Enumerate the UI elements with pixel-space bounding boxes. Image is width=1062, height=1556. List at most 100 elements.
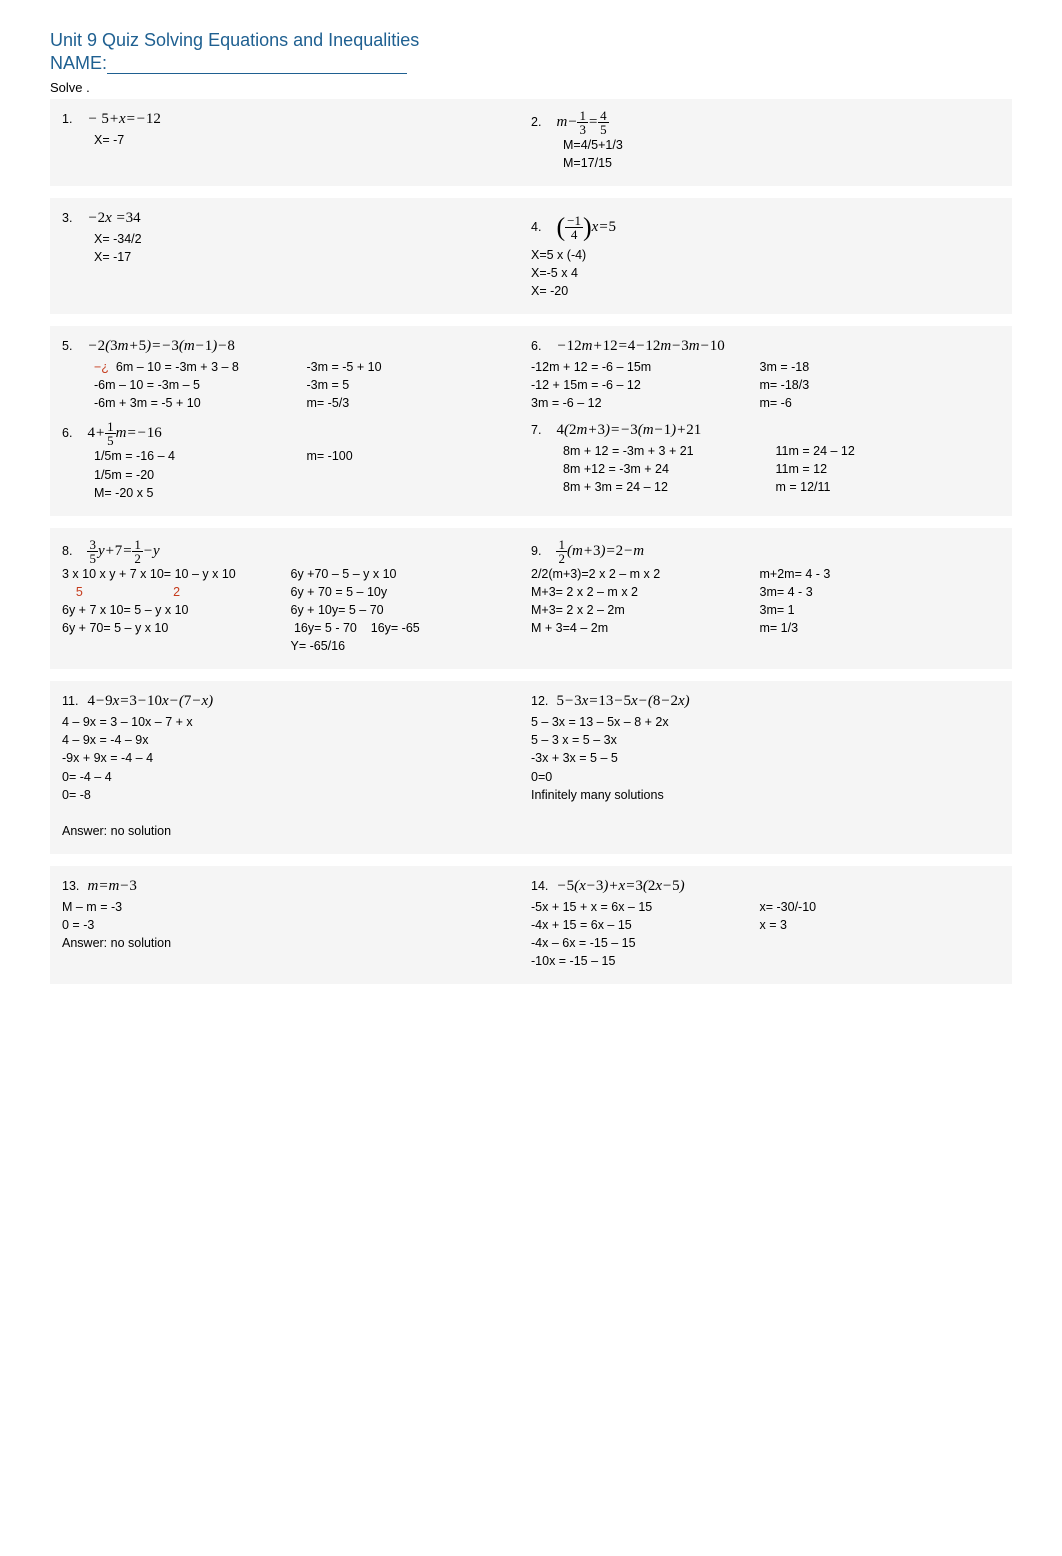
- equation: − 5+x=−12: [87, 111, 160, 127]
- equation: 4+15m=−16: [87, 425, 161, 441]
- problem-header: 6. 4+15m=−16: [62, 420, 519, 447]
- name-underline: [107, 60, 407, 74]
- work-line: -9x + 9x = -4 – 4: [62, 749, 519, 767]
- work-line: 6y +70 – 5 – y x 10: [291, 565, 520, 583]
- problem-number: 9.: [531, 542, 553, 560]
- equation: 35y+7=12−y: [87, 543, 159, 559]
- work-line: 16y= 5 - 70 16y= -65: [291, 619, 520, 637]
- problem-header: 11. 4−9x=3−10x−(7−x): [62, 691, 519, 713]
- work-line: -6m + 3m = -5 + 10: [94, 394, 307, 412]
- problem-number: 5.: [62, 337, 84, 355]
- problem-number: 6.: [62, 424, 84, 442]
- work-line: m= 1/3: [760, 619, 989, 637]
- problem-number: 7.: [531, 421, 553, 439]
- equation: 5−3x=13−5x−(8−2x): [556, 693, 689, 709]
- equation: −12m+12=4−12m−3m−10: [556, 338, 724, 354]
- work-line: 11m = 12: [776, 460, 989, 478]
- work-line: −¿ 6m – 10 = -3m + 3 – 8: [94, 358, 307, 376]
- work-line: m= -5/3: [307, 394, 520, 412]
- problem-header: 6. −12m+12=4−12m−3m−10: [531, 336, 988, 358]
- problem-number: 14.: [531, 877, 553, 895]
- equation: m=m−3: [87, 878, 136, 894]
- work-line: m= -100: [307, 447, 520, 465]
- equation: 4(2m+3)=−3(m−1)+21: [556, 422, 701, 438]
- work-line: 4 – 9x = 3 – 10x – 7 + x: [62, 713, 519, 731]
- problem-row: 13. m=m−3M – m = -30 = -3Answer: no solu…: [50, 866, 1012, 984]
- work-line: 3m = -18: [760, 358, 989, 376]
- problem-header: 12. 5−3x=13−5x−(8−2x): [531, 691, 988, 713]
- problem-row: 8. 35y+7=12−y3 x 10 x y + 7 x 10= 10 – y…: [50, 528, 1012, 670]
- work-line: 0= -8: [62, 786, 519, 804]
- equation: 12(m+3)=2−m: [556, 543, 644, 559]
- work-line: M – m = -3: [62, 898, 519, 916]
- problem-number: 4.: [531, 218, 553, 236]
- problem-header: 1. − 5+x=−12: [62, 109, 519, 131]
- work-line: -3m = -5 + 10: [307, 358, 520, 376]
- work-line: M+3= 2 x 2 – 2m: [531, 601, 760, 619]
- work-line: -3x + 3x = 5 – 5: [531, 749, 988, 767]
- problem-cell: 14. −5(x−3)+x=3(2x−5)-5x + 15 + x = 6x –…: [531, 876, 1000, 970]
- problem-number: 3.: [62, 209, 84, 227]
- work-line: -3m = 5: [307, 376, 520, 394]
- work-line: 5 – 3 x = 5 – 3x: [531, 731, 988, 749]
- problem-number: 11.: [62, 692, 84, 710]
- work-line: 8m + 3m = 24 – 12: [563, 478, 776, 496]
- problem-cell: 5. −2(3m+5)=−3(m−1)−8−¿ 6m – 10 = -3m + …: [62, 336, 531, 502]
- work-line: X= -7: [94, 131, 519, 149]
- problem-cell: 12. 5−3x=13−5x−(8−2x)5 – 3x = 13 – 5x – …: [531, 691, 1000, 840]
- work-line: m = 12/11: [776, 478, 989, 496]
- problem-number: 8.: [62, 542, 84, 560]
- problem-cell: 1. − 5+x=−12X= -7: [62, 109, 531, 172]
- solve-label: Solve .: [50, 80, 1012, 95]
- work-line: 8m + 12 = -3m + 3 + 21: [563, 442, 776, 460]
- work-line: 1/5m = -20: [94, 466, 307, 484]
- problem-header: 14. −5(x−3)+x=3(2x−5): [531, 876, 988, 898]
- work-line: Answer: no solution: [62, 822, 519, 840]
- page-title: Unit 9 Quiz Solving Equations and Inequa…: [50, 30, 1012, 51]
- work-line: 11m = 24 – 12: [776, 442, 989, 460]
- problem-header: 9. 12(m+3)=2−m: [531, 538, 988, 565]
- problem-number: 2.: [531, 113, 553, 131]
- work-line: X= -34/2: [94, 230, 519, 248]
- problem-cell: 3. −2x =34 X= -34/2X= -17: [62, 208, 531, 300]
- problem-cell: 6. −12m+12=4−12m−3m−10-12m + 12 = -6 – 1…: [531, 336, 1000, 502]
- work-line: M= -20 x 5: [94, 484, 307, 502]
- problem-header: 5. −2(3m+5)=−3(m−1)−8: [62, 336, 519, 358]
- problem-header: 4. (−14)x=5: [531, 208, 988, 246]
- work-line: Answer: no solution: [62, 934, 519, 952]
- problem-number: 1.: [62, 110, 84, 128]
- work-line: 0 = -3: [62, 916, 519, 934]
- work-line: X=-5 x 4: [531, 264, 988, 282]
- work-line: 5 – 3x = 13 – 5x – 8 + 2x: [531, 713, 988, 731]
- work-line: 0= -4 – 4: [62, 768, 519, 786]
- equation: 4−9x=3−10x−(7−x): [87, 693, 213, 709]
- work-line: 4 – 9x = -4 – 9x: [62, 731, 519, 749]
- work-line: 3m= 4 - 3: [760, 583, 989, 601]
- work-line: -12 + 15m = -6 – 12: [531, 376, 760, 394]
- work-line: 3m = -6 – 12: [531, 394, 760, 412]
- work-line: 8m +12 = -3m + 24: [563, 460, 776, 478]
- work-line: -6m – 10 = -3m – 5: [94, 376, 307, 394]
- equation: m−13=45: [556, 114, 608, 130]
- work-line: X= -17: [94, 248, 519, 266]
- work-line: X= -20: [531, 282, 988, 300]
- work-line: m+2m= 4 - 3: [760, 565, 989, 583]
- work-line: 3 x 10 x y + 7 x 10= 10 – y x 10: [62, 565, 291, 583]
- work-line: [62, 804, 519, 822]
- work-line: M + 3=4 – 2m: [531, 619, 760, 637]
- work-line: 0=0: [531, 768, 988, 786]
- equation: −2x =34: [87, 210, 140, 226]
- problem-header: 8. 35y+7=12−y: [62, 538, 519, 565]
- work-line: -4x + 15 = 6x – 15: [531, 916, 760, 934]
- equation: (−14)x=5: [556, 219, 615, 235]
- work-line: x= -30/-10: [760, 898, 989, 916]
- name-line: NAME:: [50, 53, 1012, 74]
- work-line: Y= -65/16: [291, 637, 520, 655]
- problem-cell: 2. m−13=45M=4/5+1/3M=17/15: [531, 109, 1000, 172]
- work-line: M+3= 2 x 2 – m x 2: [531, 583, 760, 601]
- work-line: 6y + 70 = 5 – 10y: [291, 583, 520, 601]
- work-line: X=5 x (-4): [531, 246, 988, 264]
- problem-number: 6.: [531, 337, 553, 355]
- problem-row: 11. 4−9x=3−10x−(7−x)4 – 9x = 3 – 10x – 7…: [50, 681, 1012, 854]
- problem-number: 12.: [531, 692, 553, 710]
